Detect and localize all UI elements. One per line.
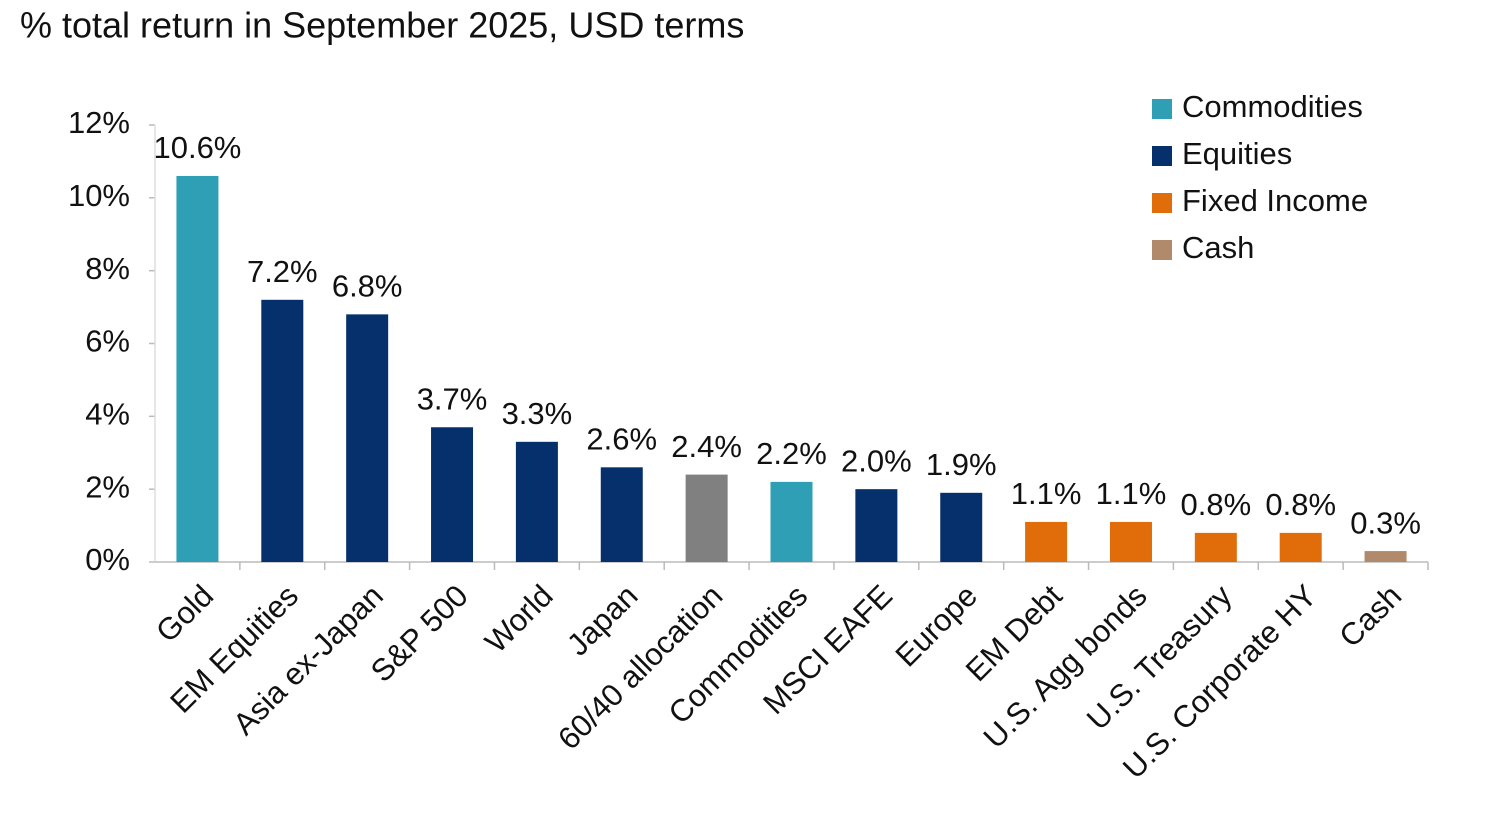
bar xyxy=(770,481,813,562)
data-label: 1.1% xyxy=(1011,476,1082,511)
data-label: 6.8% xyxy=(332,269,403,304)
bar xyxy=(515,441,558,562)
chart-title: % total return in September 2025, USD te… xyxy=(20,5,744,46)
data-label: 7.2% xyxy=(247,254,318,289)
bar xyxy=(261,299,304,562)
bar xyxy=(940,492,983,562)
x-tick-label: Gold xyxy=(149,578,220,649)
data-label: 0.3% xyxy=(1350,505,1421,540)
data-label: 3.3% xyxy=(502,396,573,431)
data-label: 2.6% xyxy=(586,422,657,457)
data-label: 2.2% xyxy=(756,436,827,471)
bar xyxy=(600,467,643,562)
bar xyxy=(1364,551,1407,562)
legend-label: Fixed Income xyxy=(1182,183,1368,218)
data-label: 0.8% xyxy=(1265,487,1336,522)
bar xyxy=(1025,521,1068,562)
x-tick-label: Cash xyxy=(1332,578,1408,654)
data-label: 3.7% xyxy=(417,381,488,416)
bar xyxy=(1109,521,1152,562)
legend-label: Cash xyxy=(1182,230,1254,265)
bar xyxy=(855,489,898,562)
y-tick-label: 2% xyxy=(85,469,130,504)
y-tick-label: 10% xyxy=(68,178,130,213)
x-tick-label: U.S. Treasury xyxy=(1080,578,1239,737)
data-label: 2.4% xyxy=(671,429,742,464)
data-label: 1.9% xyxy=(926,447,997,482)
bar xyxy=(346,314,389,562)
data-label: 10.6% xyxy=(153,130,241,165)
y-tick-label: 4% xyxy=(85,397,130,432)
legend-swatch xyxy=(1152,193,1172,213)
y-tick-label: 8% xyxy=(85,251,130,286)
data-label: 0.8% xyxy=(1180,487,1251,522)
x-tick-label: Asia ex-Japan xyxy=(226,578,390,742)
y-tick-label: 0% xyxy=(85,542,130,577)
legend-swatch xyxy=(1152,240,1172,260)
legend-swatch xyxy=(1152,146,1172,166)
y-tick-label: 12% xyxy=(68,105,130,140)
bar xyxy=(685,474,728,562)
bar xyxy=(1194,532,1237,562)
data-label: 2.0% xyxy=(841,443,912,478)
legend-swatch xyxy=(1152,99,1172,119)
bar xyxy=(431,427,474,562)
y-tick-label: 6% xyxy=(85,324,130,359)
bar xyxy=(176,175,219,562)
data-label: 1.1% xyxy=(1096,476,1167,511)
legend-label: Commodities xyxy=(1182,89,1363,124)
bar xyxy=(1279,532,1322,562)
x-tick-label: World xyxy=(478,578,560,660)
legend-label: Equities xyxy=(1182,136,1292,171)
